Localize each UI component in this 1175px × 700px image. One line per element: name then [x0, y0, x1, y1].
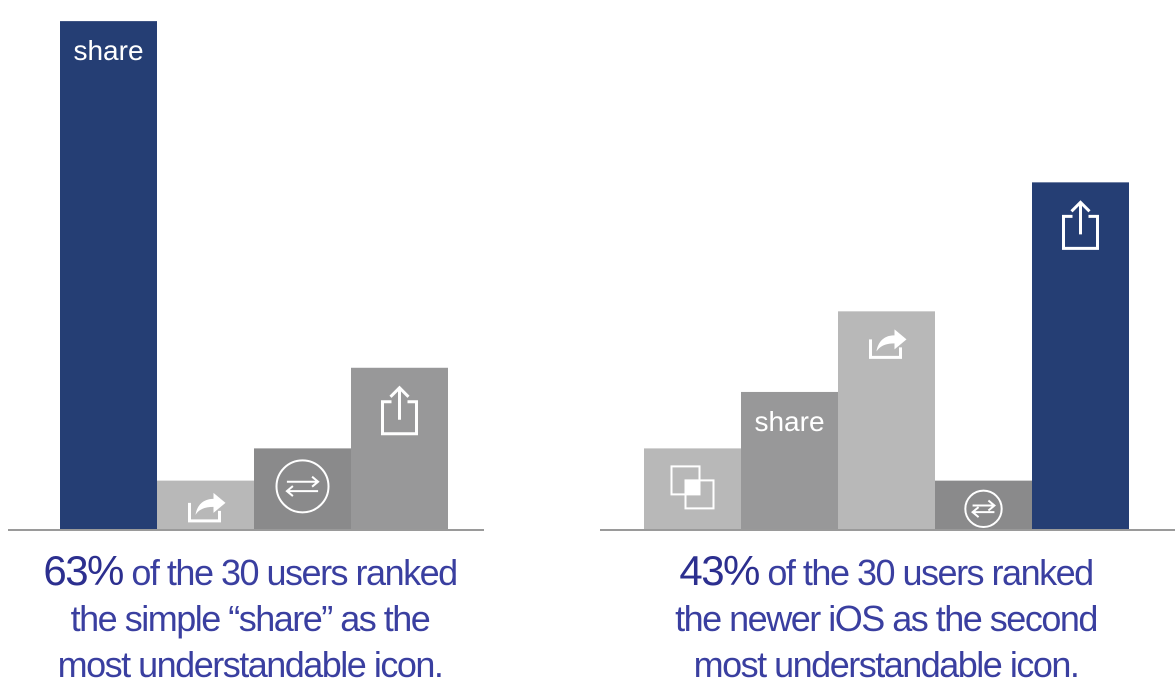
share-arrow-icon	[869, 329, 907, 359]
bar-group-duplicate-squares-icon	[644, 448, 741, 529]
bar-group-share-arrow-icon	[838, 311, 935, 529]
ios-share-icon	[381, 385, 418, 436]
bar-group-swap-arrows-icon	[254, 448, 351, 529]
bar-group-ios-share-icon	[351, 367, 448, 529]
bar-share	[60, 21, 157, 529]
caption-left-line-1-text: of the 30 users ranked	[122, 552, 458, 593]
caption-left-percent: 63%	[43, 547, 124, 594]
caption-right-line-1: 43% of the 30 users ranked	[636, 548, 1136, 596]
swap-arrows-icon	[964, 489, 1003, 529]
chart-left: share	[8, 21, 484, 531]
bar-group-swap-arrows-icon	[935, 480, 1032, 529]
bar-label-share: share	[754, 406, 824, 437]
caption-right-line-3: most understandable icon.	[693, 644, 1080, 685]
chart-right: share	[600, 182, 1175, 531]
caption-left: 63% of the 30 users ranked the simple “s…	[10, 548, 490, 688]
caption-right-percent: 43%	[679, 547, 760, 594]
bar-label-share: share	[73, 35, 143, 66]
bar-group-ios-share-icon	[1032, 182, 1129, 529]
bar-swap-arrows-icon	[254, 448, 351, 529]
swap-arrows-icon	[275, 459, 330, 514]
caption-right-line-1-text: of the 30 users ranked	[758, 552, 1094, 593]
caption-right-line-2: the newer iOS as the second	[675, 598, 1098, 639]
duplicate-squares-icon	[670, 465, 715, 510]
caption-left-line-2: the simple “share” as the	[70, 598, 431, 639]
bar-ios-share-icon	[1032, 182, 1129, 529]
bar-group-share: share	[741, 391, 838, 529]
bar-group-share: share	[60, 21, 157, 529]
share-arrow-icon	[188, 492, 226, 523]
bar-share	[741, 391, 838, 529]
caption-right: 43% of the 30 users ranked the newer iOS…	[636, 548, 1136, 688]
bar-share-arrow-icon	[838, 311, 935, 529]
caption-left-line-3: most understandable icon.	[57, 644, 444, 685]
caption-left-line-1: 63% of the 30 users ranked	[10, 548, 490, 596]
ios-share-icon	[1062, 200, 1099, 250]
bar-group-share-arrow-icon	[157, 480, 254, 529]
